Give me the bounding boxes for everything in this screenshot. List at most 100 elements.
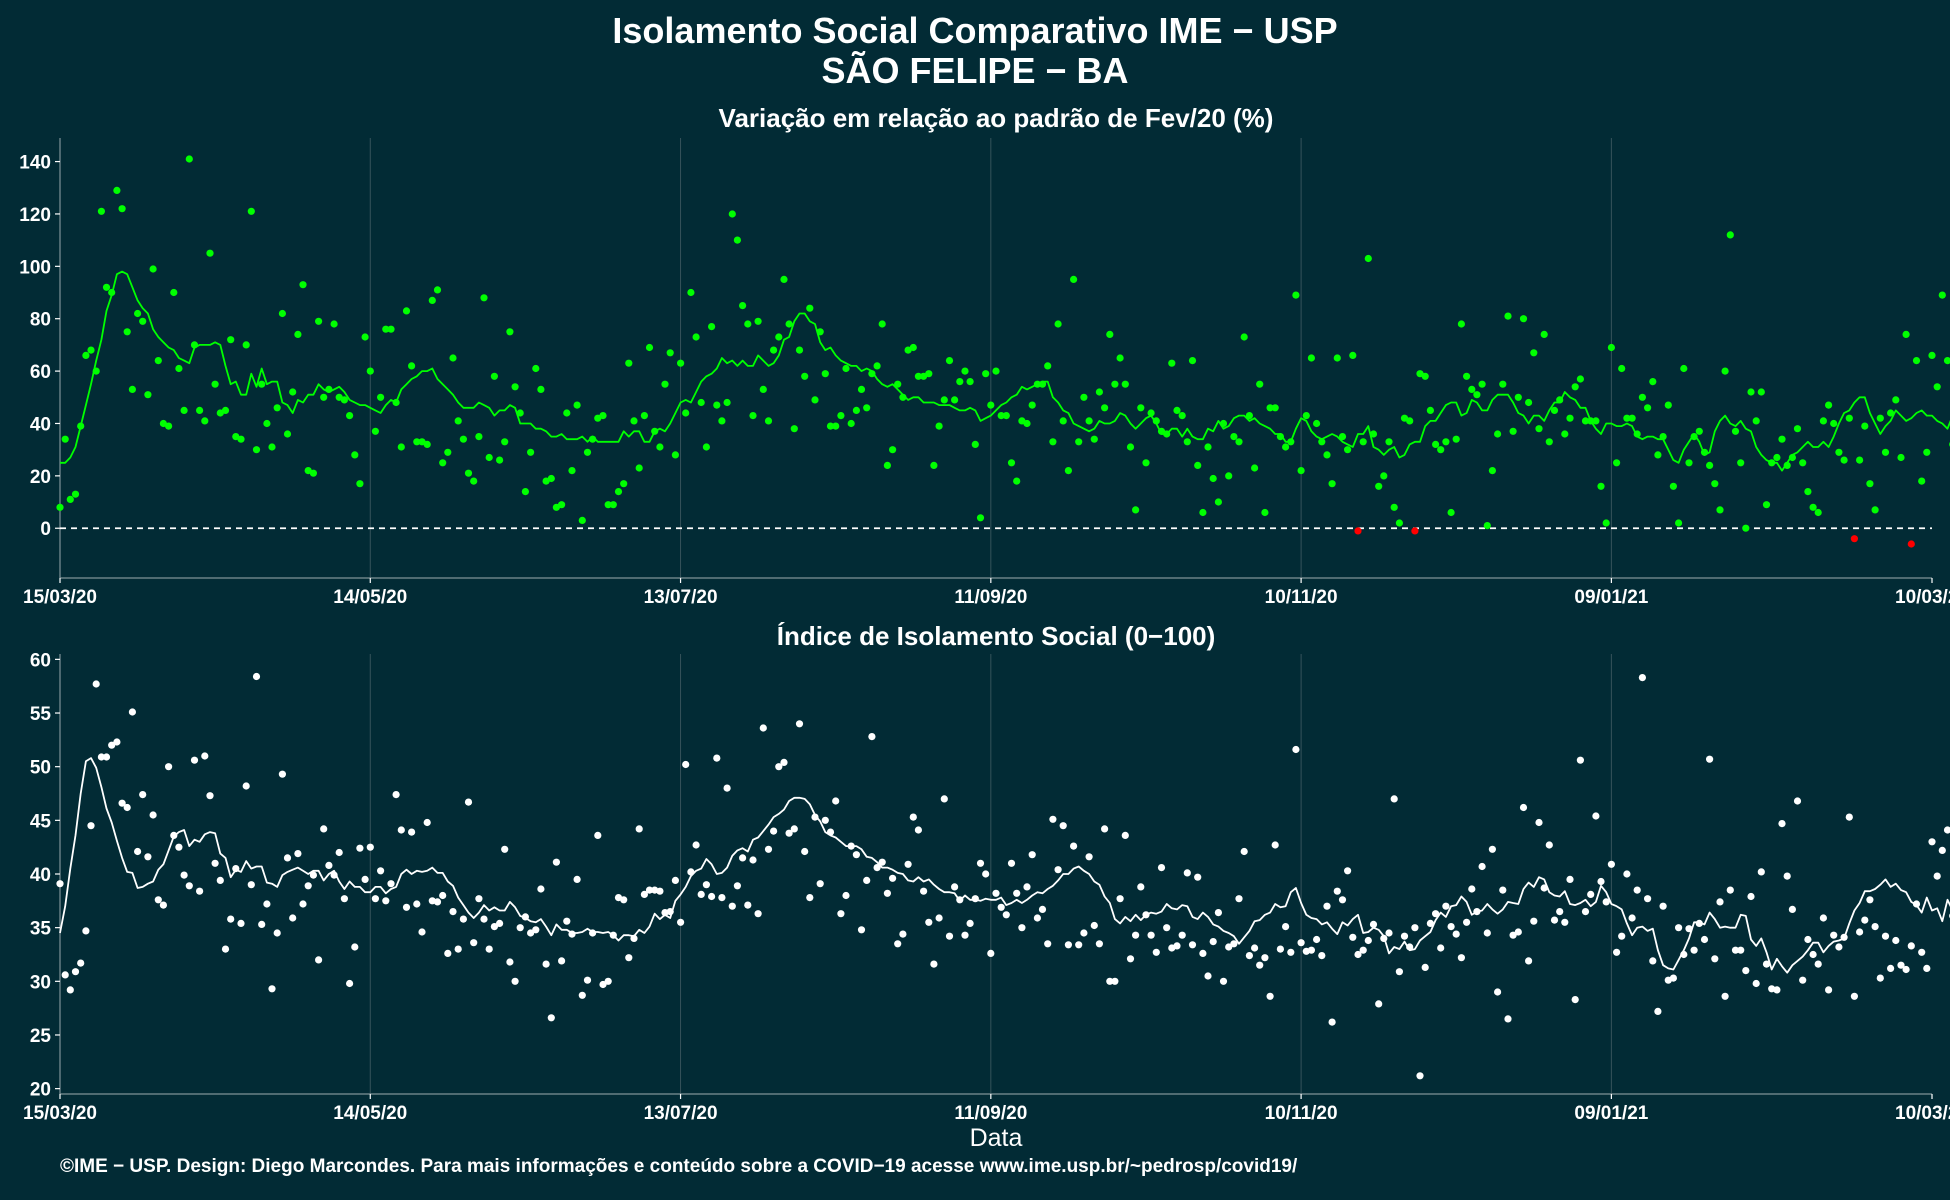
data-point	[97, 207, 105, 215]
data-point	[945, 932, 954, 940]
data-point	[1421, 963, 1429, 972]
data-point	[340, 895, 348, 903]
data-point	[1850, 992, 1858, 1000]
data-point	[832, 422, 840, 430]
data-point	[1768, 459, 1776, 467]
data-point	[847, 842, 855, 850]
data-point	[1183, 438, 1191, 446]
data-point	[770, 827, 778, 835]
data-point	[1933, 872, 1941, 880]
data-point	[139, 317, 147, 325]
data-point	[599, 980, 607, 989]
data-point	[625, 954, 633, 962]
panel-title: Variação em relação ao padrão de Fev/20 …	[719, 103, 1274, 133]
data-point	[180, 871, 188, 879]
data-point	[1592, 812, 1600, 820]
data-point	[1943, 357, 1950, 365]
data-point	[1251, 944, 1259, 952]
data-point	[1669, 974, 1677, 982]
data-point	[1742, 967, 1750, 975]
data-point	[320, 393, 328, 401]
data-point	[1028, 401, 1036, 409]
data-point	[780, 275, 788, 283]
data-point	[640, 412, 649, 420]
data-point	[61, 971, 69, 979]
data-point	[232, 865, 240, 873]
data-point	[795, 720, 804, 728]
data-point	[811, 396, 819, 404]
data-point	[1225, 472, 1233, 480]
data-point	[1571, 383, 1579, 391]
data-point	[299, 900, 307, 908]
data-point	[242, 782, 250, 790]
data-point	[1716, 506, 1724, 514]
data-point	[1540, 330, 1548, 338]
data-point	[1297, 939, 1305, 947]
data-point	[878, 858, 886, 866]
data-point	[1695, 427, 1703, 435]
data-point	[1638, 393, 1646, 401]
data-point	[1737, 946, 1745, 954]
data-point	[371, 895, 379, 903]
data-point	[708, 892, 716, 901]
data-point	[1897, 453, 1905, 462]
data-point	[1452, 435, 1460, 443]
data-point	[754, 910, 762, 918]
y-tick-label: 60	[30, 650, 51, 671]
data-point	[677, 359, 685, 367]
data-point	[1587, 890, 1595, 899]
data-point	[1819, 417, 1827, 425]
data-point	[1892, 936, 1900, 945]
data-point	[951, 883, 959, 891]
data-point	[309, 871, 317, 879]
data-point	[1194, 873, 1202, 881]
data-point	[501, 438, 509, 446]
data-point	[1188, 941, 1197, 949]
data-point	[1359, 438, 1367, 446]
data-point	[1628, 414, 1636, 422]
data-point	[1607, 860, 1615, 868]
data-point	[1762, 501, 1771, 509]
data-point	[1700, 448, 1709, 456]
data-point	[889, 446, 897, 454]
data-point	[289, 388, 297, 396]
data-point	[1804, 935, 1812, 944]
data-point	[1463, 918, 1471, 926]
data-point	[1938, 291, 1946, 299]
data-point	[997, 412, 1005, 420]
data-point	[1918, 948, 1926, 956]
data-point	[1256, 961, 1264, 969]
y-tick-label: 35	[30, 919, 52, 940]
data-point	[134, 847, 142, 856]
data-point	[1085, 417, 1093, 425]
data-point	[1912, 357, 1921, 365]
data-point	[87, 822, 95, 830]
x-tick-label: 10/11/20	[1265, 587, 1338, 608]
data-point	[1432, 910, 1440, 918]
data-point	[764, 417, 773, 425]
data-point	[1861, 422, 1869, 430]
data-point	[1240, 847, 1248, 856]
data-point	[1587, 417, 1595, 425]
data-point	[852, 851, 861, 859]
data-point	[1726, 231, 1734, 239]
data-point	[723, 784, 731, 792]
data-point	[625, 359, 633, 367]
data-point	[102, 283, 111, 291]
data-point	[283, 854, 292, 862]
data-point	[775, 333, 783, 341]
data-point	[1576, 375, 1584, 383]
data-point	[1700, 935, 1709, 944]
data-point	[294, 330, 302, 338]
data-point	[1550, 406, 1559, 414]
data-point	[1644, 404, 1652, 412]
data-point	[1742, 524, 1750, 532]
data-point	[496, 456, 504, 464]
data-point	[1711, 955, 1719, 963]
data-point	[682, 760, 690, 769]
data-point	[1669, 482, 1677, 490]
data-point	[252, 672, 261, 681]
data-point	[408, 828, 416, 836]
y-tick-label: 50	[30, 758, 51, 779]
